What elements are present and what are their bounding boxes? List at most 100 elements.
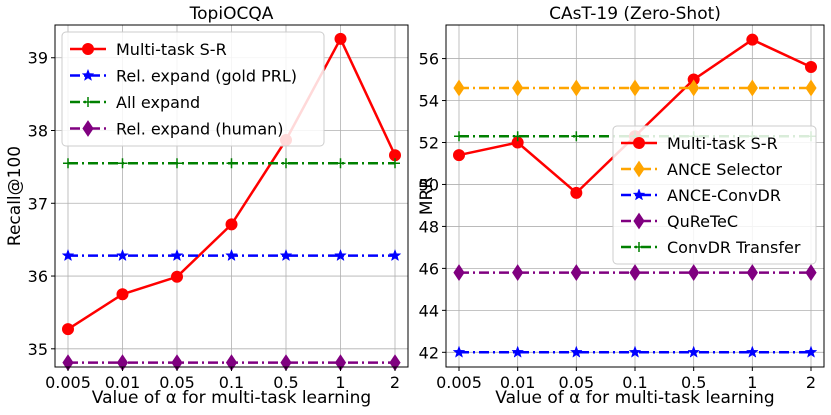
data-point — [569, 345, 583, 358]
x-tick-label: 2 — [806, 373, 816, 392]
y-tick-label: 42 — [419, 343, 439, 362]
data-point — [746, 79, 758, 97]
data-point — [116, 288, 129, 301]
data-point — [570, 186, 583, 199]
y-tick-label: 52 — [419, 133, 439, 152]
legend-marker — [633, 137, 645, 149]
legend-marker — [634, 242, 644, 252]
data-point — [452, 345, 466, 358]
y-tick-label: 54 — [419, 92, 439, 111]
data-point — [63, 158, 73, 169]
legend: Multi-task S-R ANCE Selector ANCE-ConvDR Qu… — [612, 125, 817, 265]
y-axis-label: MRR — [417, 177, 437, 215]
data-point — [746, 264, 758, 281]
data-point — [805, 264, 817, 281]
data-point — [570, 79, 582, 97]
legend-item: Rel. expand (gold PRL) — [70, 67, 297, 86]
chart-panel-1: 0.005 0.01 0.05 0.1 0.5 1 2 35 36 37 38 39 TopiOCQA V… — [5, 4, 409, 408]
x-tick-label: 0.5 — [273, 373, 298, 392]
legend-label: ANCE Selector — [667, 160, 782, 179]
y-tick-label: 56 — [419, 50, 439, 69]
legend-label: ConvDR Transfer — [667, 238, 801, 257]
y-tick-label: 50 — [419, 175, 439, 194]
data-point — [512, 79, 524, 97]
y-tick-label: 46 — [419, 259, 439, 278]
data-point — [454, 131, 464, 142]
y-tick-label: 44 — [419, 301, 439, 320]
legend-label: Rel. expand (human) — [116, 120, 284, 139]
legend-label: ANCE-ConvDR — [667, 186, 781, 205]
legend-item: ANCE Selector — [621, 160, 782, 179]
data-point — [390, 158, 400, 169]
legend-item: All expand — [70, 93, 200, 112]
data-point — [804, 345, 818, 358]
legend-marker — [82, 43, 94, 55]
x-axis-label: Value of α for multi-task learning — [92, 388, 371, 408]
series-ance-selector — [453, 79, 817, 97]
legend-item: ANCE-ConvDR — [621, 186, 781, 205]
y-tick-label: 35 — [28, 340, 48, 359]
legend-item: QuReTeC — [621, 212, 738, 231]
data-point — [688, 264, 700, 281]
data-point — [172, 158, 182, 169]
legend-item: Rel. expand (human) — [70, 120, 284, 139]
data-point — [805, 79, 817, 97]
data-point — [225, 218, 238, 231]
x-tick-label: 0.05 — [559, 373, 595, 392]
data-point — [570, 264, 582, 281]
y-tick-label: 36 — [28, 267, 48, 286]
data-point — [453, 149, 465, 162]
data-point — [512, 131, 523, 142]
series-ance-convdr — [452, 345, 818, 358]
legend-marker — [82, 120, 94, 137]
legend-box — [612, 125, 817, 265]
data-point — [334, 248, 347, 262]
chart-panel-2: 0.005 0.01 0.05 0.1 0.5 1 2 42 44 46 48 50 52 54 56 CAs… — [417, 4, 825, 408]
legend-label: Multi-task S-R — [667, 134, 778, 153]
legend-box — [61, 31, 325, 147]
x-tick-label: 0.1 — [219, 373, 244, 392]
series-rel-expand-gold-prl- — [61, 248, 402, 262]
data-point — [453, 264, 465, 281]
legend-item: Multi-task S-R — [621, 134, 778, 153]
legend-marker — [632, 188, 646, 201]
x-tick-label: 2 — [390, 373, 400, 392]
data-point — [281, 158, 291, 169]
legend-item: Multi-task S-R — [70, 40, 227, 59]
data-point — [335, 158, 346, 169]
data-point — [629, 264, 641, 281]
series-all-expand — [63, 158, 400, 169]
x-axis-label: Value of α for multi-task learning — [495, 388, 774, 408]
data-point — [746, 33, 759, 46]
data-point — [225, 248, 238, 262]
y-axis-label: Recall@100 — [5, 146, 25, 246]
chart-title: TopiOCQA — [189, 4, 274, 24]
data-point — [388, 248, 402, 262]
y-tick-label: 38 — [28, 122, 48, 141]
x-tick-label: 0.5 — [681, 373, 706, 392]
x-tick-label: 1 — [335, 373, 345, 392]
x-tick-label: 0.005 — [45, 373, 91, 392]
data-point — [512, 264, 524, 281]
x-tick-label: 0.1 — [622, 373, 647, 392]
data-point — [334, 32, 347, 45]
data-point — [116, 248, 129, 262]
legend-label: QuReTeC — [667, 212, 738, 231]
y-tick-label: 48 — [419, 217, 439, 236]
data-point — [571, 131, 582, 142]
data-point — [688, 79, 700, 97]
data-point — [117, 158, 128, 169]
legend-label: Multi-task S-R — [116, 40, 227, 59]
legend: Multi-task S-R Rel. expand (gold PRL) All … — [61, 31, 325, 147]
data-point — [171, 270, 183, 283]
x-tick-label: 1 — [747, 373, 757, 392]
data-point — [629, 79, 641, 97]
series-quretec — [453, 264, 817, 281]
legend-marker — [81, 68, 95, 81]
y-tick-label: 37 — [28, 194, 48, 213]
legend-item: ConvDR Transfer — [621, 238, 801, 257]
legend-label: Rel. expand (gold PRL) — [116, 67, 297, 86]
data-point — [745, 345, 759, 358]
data-point — [279, 248, 293, 262]
